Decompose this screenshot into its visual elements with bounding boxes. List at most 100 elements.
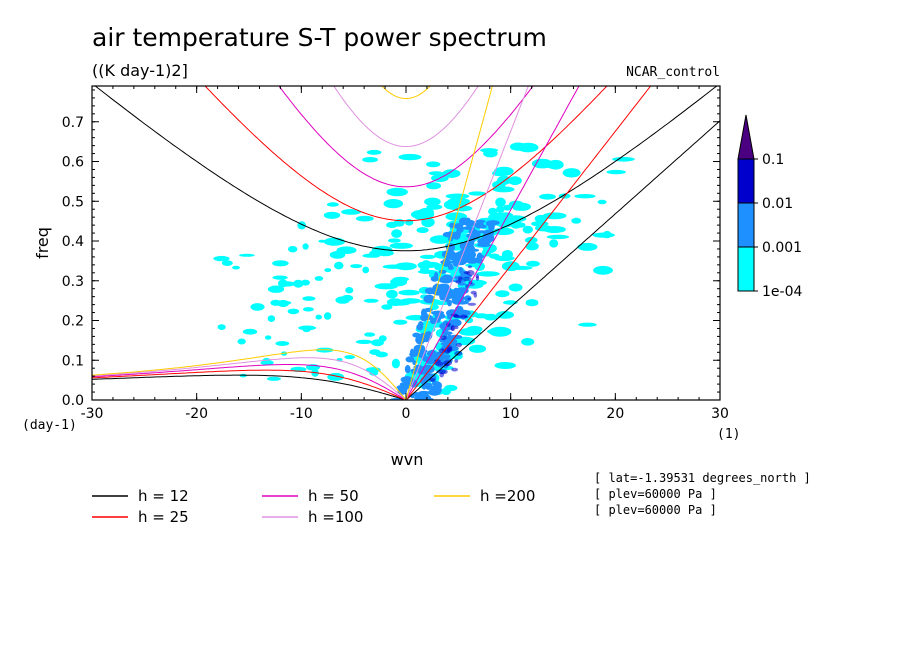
spectrum-blob-low [323,237,345,246]
info-plev-1: [ plev=60000 Pa ] [594,487,717,501]
spectrum-blob-low [405,219,414,226]
spectrum-blob-low [574,194,596,199]
spectrum-blob-high [473,292,478,298]
spectrum-blob-mid [456,227,464,233]
rossby-curve [92,349,407,400]
spectrum-blob-mid [432,311,441,316]
spectrum-blob-high [467,265,472,269]
spectrum-blob-high [455,342,462,348]
spectrum-blob-mid [426,386,436,390]
y-tick-label: 0.0 [62,393,84,409]
y-unit-label: (day-1) [22,418,77,433]
spectrum-blob-low [363,298,379,303]
spectrum-blob-mid [424,287,436,295]
spectrum-blob-low [213,255,230,262]
spectrum-blob-low [444,169,460,178]
spectrum-blob-mid [451,291,458,296]
spectrum-blob-low [508,200,524,209]
spectrum-blob-low [242,328,258,335]
x-tick-label: 30 [711,406,729,422]
spectrum-blob-high [467,302,477,306]
spectrum-blob-low [522,225,533,234]
spectrum-blob-low [323,312,332,320]
y-tick-label: 0.4 [62,234,84,250]
spectrum-blob-low [416,227,429,234]
spectrum-blob-low [275,341,290,346]
spectrum-blob-low [451,205,473,212]
spectrum-blob-low [578,322,597,327]
spectrum-blob-low [366,149,382,155]
spectrum-blob-low [334,261,344,270]
spectrum-blob-high [460,314,467,319]
spectrum-blob-low [386,289,398,299]
colorbar-label: 0.001 [762,240,802,256]
spectrum-blob-mid [440,342,451,346]
spectrum-blob-low [606,169,626,175]
spectrum-blob-low [378,335,387,342]
spectrum-blob-low [571,217,582,224]
x-unit-label: (1) [717,427,740,442]
spectrum-blob-low [526,260,540,267]
spectrum-blob-mid [405,356,415,363]
spectrum-blob-low [386,187,408,197]
spectrum-blob-low [237,338,246,345]
spectrum-blob-low [362,266,370,274]
spectrum-blob-low [521,338,535,346]
spectrum-blob-low [266,376,281,381]
info-lat: [ lat=-1.39531 degrees_north ] [594,471,811,485]
spectrum-blob-low [418,207,434,216]
spectrum-blob-low [495,197,506,208]
spectrum-blob-low [542,212,567,220]
run-label: NCAR_control [626,65,720,80]
spectrum-blob-mid [404,365,411,374]
spectrum-blob-low [539,193,556,200]
spectrum-blob-low [288,246,298,253]
spectrum-blob-high [463,271,471,275]
spectrum-blob-low [429,235,451,244]
spectrum-blob-low [386,221,398,228]
spectrum-blob-low [424,197,441,206]
spectrum-blob-low [612,157,635,162]
legend-label: h = 25 [138,508,189,526]
spectrum-blob-low [323,211,341,219]
spectrum-blob-low [377,249,394,257]
spectrum-blob-low [388,238,401,243]
spectrum-blob-low [314,276,324,281]
spectrum-blob-low [318,239,327,243]
spectrum-blob-low [488,326,512,337]
spectrum-blob-low [364,332,376,337]
spectrum-blob-low [355,339,373,344]
spectrum-blob-low [272,275,288,280]
spectrum-blob-low [428,171,444,176]
spectrum-blob-low [381,304,393,310]
y-tick-label: 0.6 [62,155,84,171]
spectrum-blob-mid [430,276,439,282]
rossby-curve [92,369,407,400]
spectrum-blob-low [426,182,441,190]
spectrum-blob-low [468,191,486,196]
spectrum-blob-low [496,205,505,214]
spectrum-blob-high [440,335,447,341]
spectrum-blob-mid [449,319,462,327]
spectrum-blob-mid [482,235,495,243]
spectrum-blob-low [329,251,346,259]
spectrum-blob-mid [476,252,483,261]
spectrum-blob-low [434,265,452,271]
spectrum-blob-mid [436,386,442,393]
spectrum-blob-low [383,199,404,209]
spectrum-blob-low [374,283,398,290]
spectrum-blob-low [391,358,400,369]
spectrum-blob-mid [440,291,452,295]
colorbar-arrow [737,114,755,160]
spectrum-blob-mid [438,269,447,274]
spectrum-blob-high [455,280,462,284]
spectrum-blob-mid [417,321,424,329]
spectrum-blob-high [450,313,458,317]
chart-subtitle: ((K day-1)2] [92,61,188,80]
spectrum-blob-low [315,314,322,320]
spectrum-blob-low [602,230,612,239]
spectrum-blob-high [454,325,459,330]
spectrum-blob-low [492,186,515,193]
spectrum-blob-low [483,313,498,321]
gravity-curve [94,86,718,252]
